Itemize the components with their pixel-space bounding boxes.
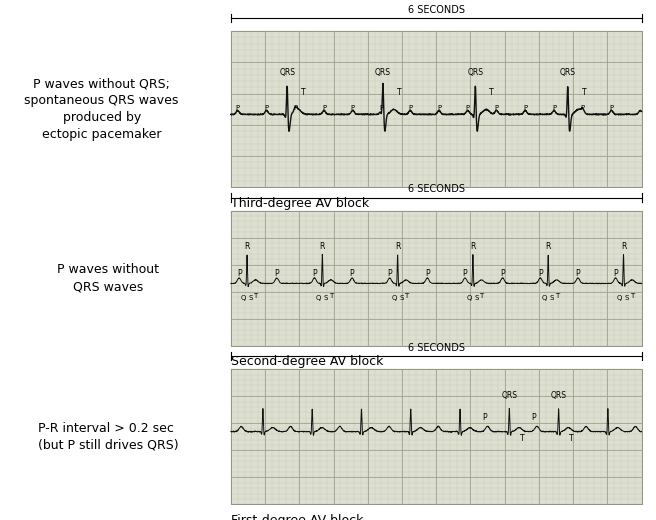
Text: P: P	[388, 269, 392, 278]
Text: P: P	[312, 269, 317, 278]
Text: Q: Q	[391, 295, 397, 301]
Text: 6 SECONDS: 6 SECONDS	[408, 185, 464, 194]
Text: P: P	[293, 105, 297, 111]
Text: P: P	[552, 105, 556, 111]
Text: T: T	[404, 293, 408, 299]
Text: Q: Q	[617, 295, 623, 301]
Text: T: T	[520, 434, 525, 443]
Text: Q: Q	[241, 295, 246, 301]
Text: R: R	[245, 242, 250, 251]
Text: Q: Q	[542, 295, 547, 301]
Text: P: P	[350, 269, 354, 278]
Text: QRS: QRS	[279, 68, 295, 77]
Text: QRS: QRS	[560, 68, 576, 77]
Text: P: P	[466, 105, 470, 111]
Text: T: T	[253, 293, 258, 299]
Text: Second-degree AV block: Second-degree AV block	[231, 355, 383, 368]
Text: T: T	[554, 293, 559, 299]
Text: QRS: QRS	[375, 68, 391, 77]
Text: T: T	[301, 88, 306, 97]
Text: QRS: QRS	[550, 391, 567, 400]
Bar	[231, 211, 642, 346]
Text: Third-degree AV block: Third-degree AV block	[231, 197, 369, 210]
Text: P: P	[609, 105, 613, 111]
Text: P: P	[495, 105, 499, 111]
Text: R: R	[319, 242, 325, 251]
Text: R: R	[470, 242, 476, 251]
Text: P: P	[425, 269, 430, 278]
Text: P: P	[322, 105, 326, 111]
Text: P: P	[274, 269, 279, 278]
Text: R: R	[546, 242, 551, 251]
Text: R: R	[395, 242, 400, 251]
Text: Q: Q	[316, 295, 321, 301]
Text: R: R	[621, 242, 626, 251]
Text: P: P	[613, 269, 618, 278]
Text: T: T	[480, 293, 483, 299]
Text: P: P	[351, 105, 355, 111]
Text: P waves without QRS;
spontaneous QRS waves
produced by
ectopic pacemaker: P waves without QRS; spontaneous QRS wav…	[24, 77, 179, 141]
Text: P: P	[437, 105, 441, 111]
Text: P: P	[237, 269, 241, 278]
Text: T: T	[329, 293, 333, 299]
Text: S: S	[249, 295, 253, 301]
Text: 6 SECONDS: 6 SECONDS	[408, 5, 464, 15]
Text: S: S	[550, 295, 554, 301]
Bar	[231, 31, 642, 187]
Text: QRS: QRS	[467, 68, 483, 77]
Text: P: P	[523, 105, 527, 111]
Text: P waves without
QRS waves: P waves without QRS waves	[57, 263, 159, 293]
Text: Q: Q	[466, 295, 472, 301]
Text: P: P	[264, 105, 268, 111]
Text: T: T	[569, 434, 574, 443]
Text: P: P	[501, 269, 505, 278]
Text: S: S	[324, 295, 328, 301]
Text: P: P	[538, 269, 543, 278]
Text: First-degree AV block: First-degree AV block	[231, 514, 363, 520]
Bar	[231, 369, 642, 504]
Text: T: T	[630, 293, 634, 299]
Text: P-R interval > 0.2 sec
(but P still drives QRS): P-R interval > 0.2 sec (but P still driv…	[38, 422, 178, 452]
Text: S: S	[474, 295, 479, 301]
Text: P: P	[531, 413, 536, 422]
Text: QRS: QRS	[501, 391, 518, 400]
Text: T: T	[581, 88, 586, 97]
Text: P: P	[575, 269, 580, 278]
Text: P: P	[408, 105, 412, 111]
Text: T: T	[489, 88, 494, 97]
Text: T: T	[397, 88, 401, 97]
Text: P: P	[379, 105, 384, 111]
Text: P: P	[581, 105, 584, 111]
Text: P: P	[462, 269, 467, 278]
Text: P: P	[236, 105, 240, 111]
Text: S: S	[399, 295, 403, 301]
Text: 6 SECONDS: 6 SECONDS	[408, 343, 464, 353]
Text: S: S	[625, 295, 629, 301]
Text: P: P	[482, 413, 487, 422]
